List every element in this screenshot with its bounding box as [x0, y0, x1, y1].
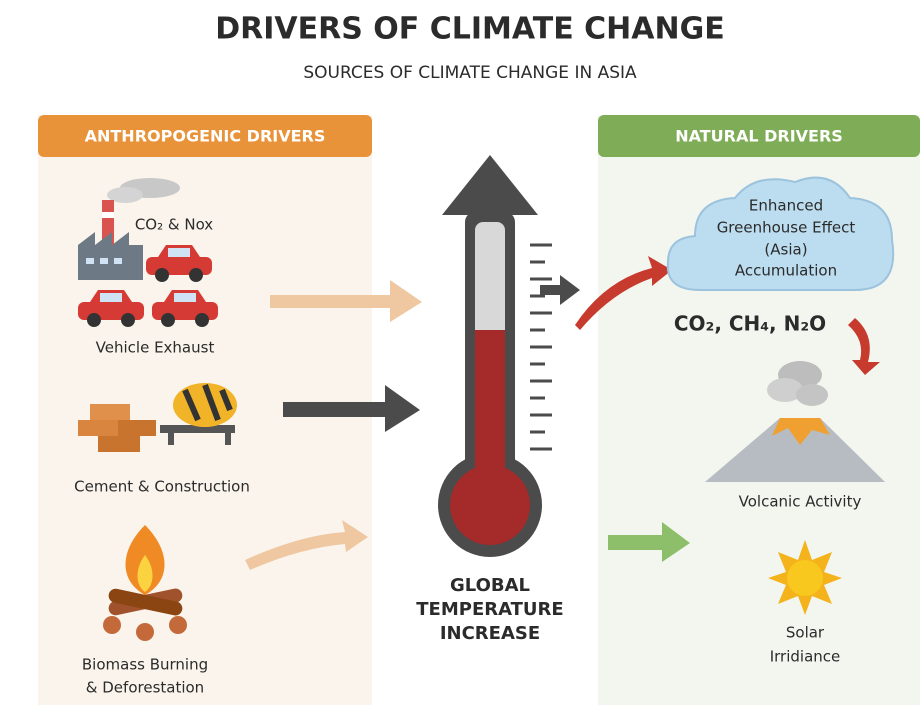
fire-icon-part	[103, 616, 121, 634]
factory-icon-part	[86, 258, 94, 264]
cement-icon-part	[78, 420, 118, 436]
greenhouse-label: Accumulation	[735, 262, 837, 280]
fire-icon-part	[136, 623, 154, 641]
factory-icon-part	[100, 258, 108, 264]
volcano-icon-part	[796, 384, 828, 406]
center-label: GLOBAL	[450, 575, 530, 596]
vehicles-label: Vehicle Exhaust	[96, 339, 215, 357]
solar-label: Irridiance	[770, 648, 841, 666]
subtitle: SOURCES OF CLIMATE CHANGE IN ASIA	[303, 63, 637, 83]
volcanic-label: Volcanic Activity	[739, 493, 862, 511]
fire-icon-part	[169, 616, 187, 634]
page: DRIVERS OF CLIMATE CHANGE SOURCES OF CLI…	[0, 0, 920, 715]
sun-icon-part	[787, 560, 823, 596]
cement-icon-part	[168, 433, 174, 445]
factory-icon-part	[102, 212, 114, 218]
gases-label: CO₂, CH₄, N₂O	[674, 312, 826, 336]
cement-label: Cement & Construction	[74, 478, 250, 496]
emissions-label: CO₂ & Nox	[135, 216, 213, 234]
thermometer-part	[450, 465, 530, 545]
biomass-label: Biomass Burning	[82, 656, 208, 674]
title: DRIVERS OF CLIMATE CHANGE	[215, 12, 724, 47]
greenhouse-label: (Asia)	[764, 241, 807, 259]
solar-label: Solar	[786, 624, 825, 642]
factory-icon-part	[114, 258, 122, 264]
center-label: INCREASE	[440, 623, 540, 644]
infographic: DRIVERS OF CLIMATE CHANGE SOURCES OF CLI…	[0, 0, 920, 715]
panel-title: NATURAL DRIVERS	[675, 127, 843, 146]
greenhouse-label: Enhanced	[749, 197, 823, 215]
center-label: TEMPERATURE	[416, 599, 563, 620]
cement-icon-part	[118, 420, 156, 436]
panel-title: ANTHROPOGENIC DRIVERS	[85, 127, 326, 146]
greenhouse-label: Greenhouse Effect	[717, 219, 856, 237]
cement-icon-part	[225, 433, 231, 445]
biomass-label: & Deforestation	[86, 679, 204, 697]
cement-icon-part	[98, 436, 140, 452]
cement-icon-part	[90, 404, 130, 420]
